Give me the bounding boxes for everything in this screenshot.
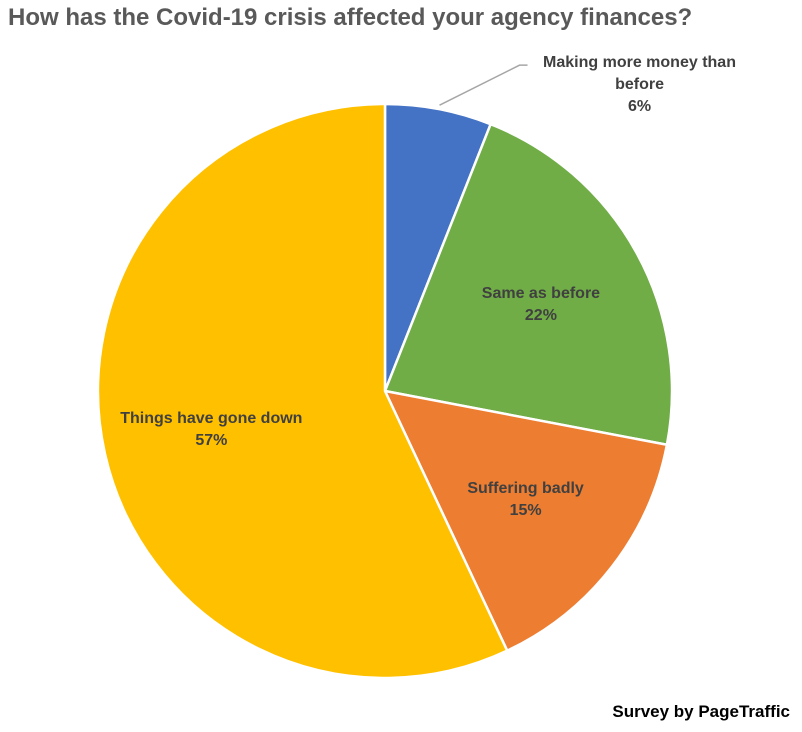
category-label: Making more money than before (543, 54, 736, 94)
slice-label: Things have gone down 57% (101, 408, 321, 452)
value-label: 22% (524, 307, 557, 325)
value-label: 57% (195, 431, 228, 449)
category-label: Things have gone down (120, 409, 303, 427)
pie-slice (96, 102, 509, 680)
value-label: 6% (627, 98, 652, 116)
source-note: Survey by PageTraffic (612, 702, 790, 721)
slice-label: Suffering badly 15% (416, 478, 636, 522)
leader-line (439, 64, 528, 106)
category-label: Same as before (481, 285, 601, 303)
value-label: 15% (509, 502, 542, 520)
chart-title: How has the Covid-19 crisis affected you… (8, 4, 693, 31)
slice-label: Same as before 22% (431, 283, 651, 327)
category-label: Suffering badly (467, 480, 584, 498)
pie-slice (383, 122, 674, 447)
pie-slice (382, 389, 669, 653)
slice-label: Making more money than before 6% (520, 52, 760, 118)
